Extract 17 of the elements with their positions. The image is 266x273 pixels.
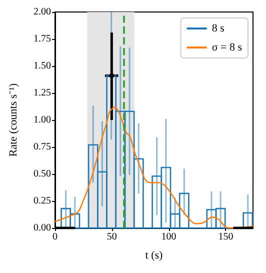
y-tick-label: 0.25: [34, 196, 51, 206]
legend-label: σ = 8 s: [212, 42, 242, 54]
x-axis-title: t (s): [145, 250, 164, 262]
x-tick-label: 0: [52, 232, 58, 242]
y-tick-label: 1.00: [34, 114, 51, 126]
y-tick-label: 1.75: [34, 34, 51, 44]
y-tick-label: 1.50: [34, 60, 51, 72]
y-tick-label: 0.75: [34, 142, 51, 152]
y-tick-label: 0.50: [34, 168, 51, 180]
x-tick-label: 150: [218, 232, 234, 242]
x-tick-label: 100: [161, 232, 176, 242]
y-tick-label: 0.00: [34, 222, 51, 234]
y-tick-label: 2.00: [34, 6, 51, 18]
y-axis-title: Rate (counts s⁻¹): [8, 83, 20, 157]
legend-label: 8 s: [212, 22, 224, 34]
y-tick-label: 1.25: [34, 88, 51, 98]
x-tick-label: 50: [106, 232, 117, 242]
